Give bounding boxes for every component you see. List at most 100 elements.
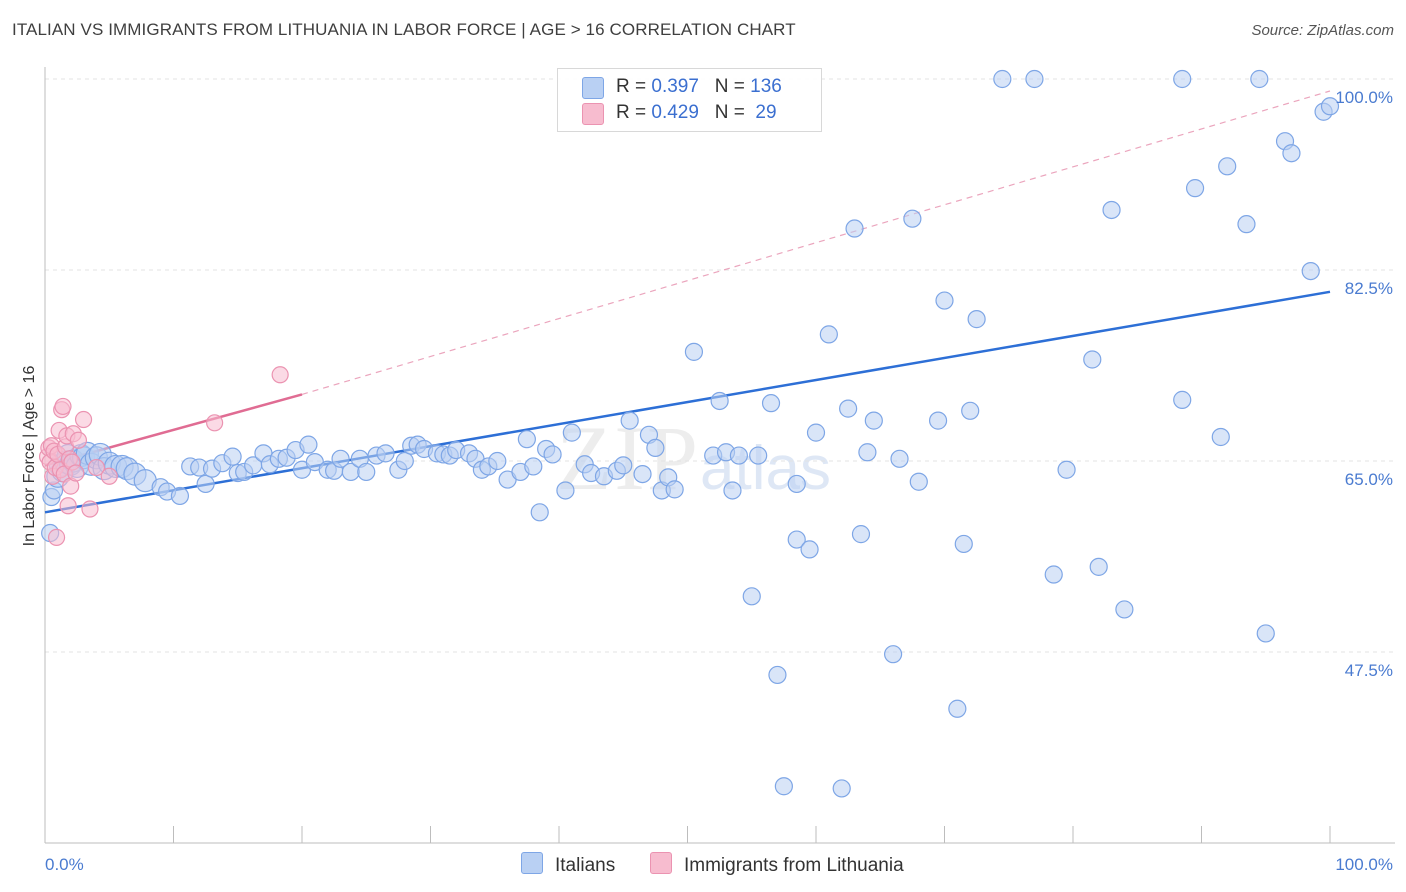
point-italians [1211,427,1230,447]
point-italians [858,443,877,462]
point-italians [1237,215,1256,234]
point-italians [1301,261,1320,281]
point-italians [928,411,948,430]
point-italians [1083,350,1102,369]
point-italians [729,446,749,465]
point-italians [832,779,851,798]
point-italians [864,411,883,430]
point-italians [1115,600,1134,619]
legend-n-value: 29 [750,102,777,123]
point-italians [543,445,562,464]
point-italians [530,503,549,522]
legend-n-value: 136 [750,76,782,97]
trend-lithuania-extension [301,90,1331,395]
point-italians [1057,460,1076,479]
point-italians [196,474,215,494]
point-italians [967,310,986,329]
trend-lines [44,90,1331,514]
source-label: Source: ZipAtlas.com [1251,22,1394,39]
bottom-legend-lithuania: Immigrants from Lithuania [650,852,904,877]
point-lithuania [59,497,77,515]
point-italians [684,342,704,361]
point-italians [1173,390,1192,409]
point-italians [845,219,864,238]
point-italians [517,430,536,449]
point-italians [395,451,414,471]
bottom-swatch-blue [521,852,543,874]
point-italians [331,449,350,468]
point-italians [665,480,684,499]
point-italians [556,481,575,500]
point-italians [993,69,1012,89]
bottom-legend-italians-label: Italians [555,855,616,876]
point-italians [883,645,903,664]
point-italians [948,699,967,718]
point-lithuania [47,528,66,547]
point-italians [710,391,729,411]
point-italians [357,462,376,482]
point-lithuania [100,467,118,485]
point-lithuania [74,410,93,429]
point-italians [633,464,652,484]
point-lithuania [206,414,224,432]
point-italians [723,481,742,500]
point-italians [935,291,954,310]
point-italians [787,474,806,494]
bottom-swatch-pink [650,852,672,874]
point-italians [806,423,826,442]
series-italians [41,69,1340,798]
point-italians [961,401,980,420]
point-italians [488,451,507,471]
point-italians [1102,200,1121,220]
point-italians [903,209,922,228]
bottom-legend-italians: Italians [521,852,615,877]
point-italians [749,446,768,465]
x-tick-label: 0.0% [45,855,84,874]
point-italians [170,486,190,506]
point-italians [839,399,858,418]
legend-r-value: 0.397 [651,76,699,97]
point-italians [614,456,633,475]
point-italians [376,444,395,463]
y-tick-label: 100.0% [1335,88,1393,107]
point-italians [1256,624,1275,643]
point-italians [1025,69,1044,89]
y-tick-label: 47.5% [1345,661,1393,680]
point-lithuania [81,500,99,518]
legend-n-label: N = [714,102,751,123]
y-tick-label: 65.0% [1345,470,1393,489]
point-italians [890,449,909,468]
y-axis-title: In Labor Force | Age > 16 [21,366,38,547]
point-italians [742,587,761,606]
trend-italians [44,290,1331,514]
x-tick-label: 100.0% [1335,855,1393,874]
point-lithuania [54,397,72,416]
point-italians [1282,144,1301,163]
point-lithuania [69,431,88,449]
point-italians [800,540,819,559]
legend-n-label: N = [714,76,751,97]
gridlines [45,78,1395,653]
point-italians [223,447,242,466]
point-italians [954,534,973,554]
y-tick-label: 82.5% [1345,279,1393,298]
point-italians [761,394,781,413]
legend-swatch-pink [582,103,604,125]
legend-stats-lithuania: R = 0.429 N = 29 [616,102,777,124]
point-italians [909,472,928,491]
legend-stats-italians: R = 0.397 N = 136 [616,76,782,98]
point-italians [787,530,806,549]
point-italians [1089,557,1108,576]
point-italians [1185,179,1205,198]
point-italians [819,325,838,344]
point-italians [1044,565,1063,584]
point-italians [774,777,793,796]
point-lithuania [87,458,106,477]
correlation-legend: R = 0.397 N = 136 R = 0.429 N = 29 [557,68,822,132]
legend-swatch-blue [582,77,604,99]
point-italians [562,423,581,442]
point-italians [1250,69,1269,89]
legend-r-value: 0.429 [651,102,699,123]
bottom-legend-lithuania-label: Immigrants from Lithuania [684,855,904,876]
